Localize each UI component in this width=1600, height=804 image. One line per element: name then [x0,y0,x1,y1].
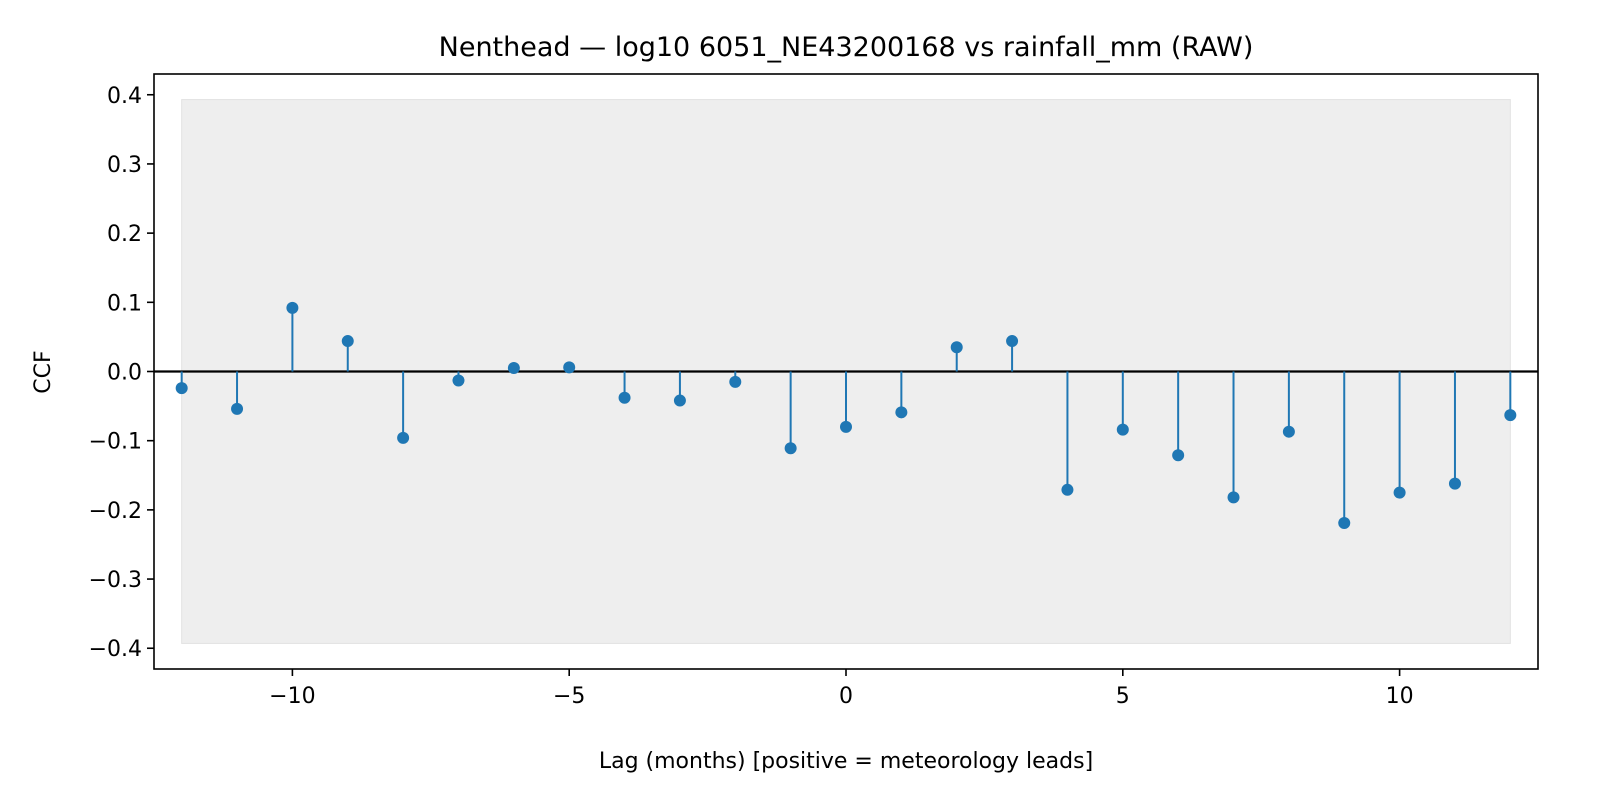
y-tick-label: 0.0 [107,361,142,386]
stem-marker-lag-7 [1227,491,1240,504]
x-tick-label: −5 [553,684,585,709]
y-tick-label: −0.1 [89,430,142,455]
x-tick-label: 10 [1386,684,1414,709]
y-tick-label: −0.4 [89,637,142,662]
stem-marker-lag-6 [1172,449,1185,462]
chart-title: Nenthead — log10 6051_NE43200168 vs rain… [439,32,1254,63]
stem-marker-lag-10 [1393,486,1406,499]
stem-marker-lag-0 [840,420,852,433]
y-tick-label: −0.3 [89,568,142,593]
stem-marker-lag--8 [397,431,410,444]
x-tick-label: 0 [839,684,853,709]
stem-marker-lag-5 [1116,423,1129,436]
x-tick-label: 5 [1116,684,1130,709]
stem-marker-lag--11 [231,402,244,415]
stem-marker-lag--3 [673,394,686,407]
stem-marker-lag--4 [618,391,631,404]
x-tick-label: −10 [269,684,315,709]
y-tick-label: 0.2 [107,222,142,247]
stem-marker-lag--7 [452,374,465,387]
stem-marker-lag--9 [341,335,354,348]
stem-marker-lag--1 [784,442,797,455]
stem-marker-lag-4 [1061,483,1074,496]
stem-marker-lag-2 [950,341,963,354]
stem-marker-lag--12 [175,382,188,395]
y-tick-label: 0.3 [107,153,142,178]
stem-marker-lag--2 [729,375,742,388]
stem-marker-lag-9 [1338,517,1351,530]
y-tick-label: 0.4 [107,84,142,109]
stem-marker-lag-12 [1504,409,1517,422]
stem-marker-lag-1 [895,406,908,419]
stem-marker-lag--5 [563,361,576,374]
stem-marker-lag--6 [507,362,520,375]
stem-marker-lag--10 [286,301,299,314]
x-axis-title: Lag (months) [positive = meteorology lea… [599,749,1093,774]
stem-marker-lag-11 [1448,477,1461,490]
y-tick-label: −0.2 [89,499,142,524]
stem-marker-lag-8 [1282,425,1295,438]
stem-marker-lag-3 [1006,335,1019,348]
y-tick-label: 0.1 [107,291,142,316]
y-axis-title: CCF [31,350,56,393]
